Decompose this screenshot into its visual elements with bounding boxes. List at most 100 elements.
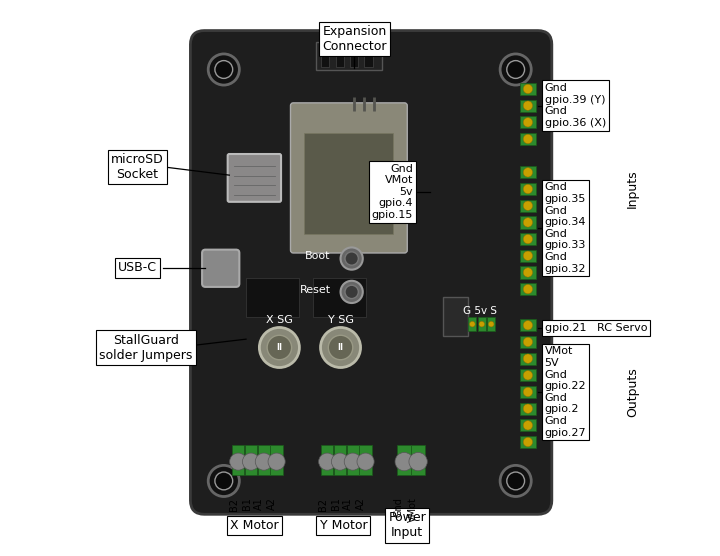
Bar bbox=[444, 297, 469, 336]
Circle shape bbox=[523, 168, 533, 177]
Circle shape bbox=[328, 335, 353, 360]
Circle shape bbox=[409, 453, 427, 471]
Bar bbox=[520, 216, 536, 229]
Bar bbox=[520, 100, 536, 112]
Bar bbox=[315, 42, 382, 70]
Text: StallGuard
solder Jumpers: StallGuard solder Jumpers bbox=[99, 334, 193, 361]
Text: B1: B1 bbox=[242, 498, 251, 510]
Circle shape bbox=[523, 101, 533, 110]
Bar bbox=[397, 445, 411, 475]
Text: microSD
Socket: microSD Socket bbox=[111, 153, 164, 181]
Bar bbox=[346, 445, 359, 475]
Text: X SG: X SG bbox=[266, 315, 293, 325]
Circle shape bbox=[523, 218, 533, 227]
Bar bbox=[520, 183, 536, 195]
Circle shape bbox=[523, 118, 533, 127]
Circle shape bbox=[208, 54, 239, 85]
Bar bbox=[520, 200, 536, 212]
Circle shape bbox=[469, 321, 475, 327]
Text: A2: A2 bbox=[356, 498, 366, 510]
Bar bbox=[232, 445, 244, 475]
Circle shape bbox=[259, 327, 300, 368]
Circle shape bbox=[395, 453, 413, 471]
Text: Outputs: Outputs bbox=[626, 367, 639, 417]
Text: A1: A1 bbox=[254, 498, 264, 510]
Text: X Motor: X Motor bbox=[230, 519, 279, 532]
Circle shape bbox=[208, 465, 239, 497]
Circle shape bbox=[523, 201, 533, 210]
Bar bbox=[520, 319, 536, 331]
FancyBboxPatch shape bbox=[290, 103, 408, 253]
Circle shape bbox=[500, 465, 531, 497]
Bar bbox=[321, 445, 333, 475]
Bar bbox=[350, 44, 359, 67]
Circle shape bbox=[523, 85, 533, 93]
Text: B1: B1 bbox=[330, 498, 341, 510]
Bar bbox=[487, 317, 495, 331]
Text: B2: B2 bbox=[229, 498, 239, 510]
Circle shape bbox=[523, 354, 533, 363]
Circle shape bbox=[523, 251, 533, 260]
Text: Expansion
Connector: Expansion Connector bbox=[322, 25, 387, 53]
Text: VMot
5V
Gnd
gpio.22
Gnd
gpio.2
Gnd
gpio.27: VMot 5V Gnd gpio.22 Gnd gpio.2 Gnd gpio.… bbox=[544, 346, 586, 438]
Bar bbox=[271, 445, 283, 475]
Circle shape bbox=[507, 472, 525, 490]
Circle shape bbox=[488, 321, 494, 327]
Circle shape bbox=[331, 453, 348, 470]
Bar bbox=[520, 266, 536, 279]
Circle shape bbox=[523, 268, 533, 277]
Circle shape bbox=[479, 321, 485, 327]
Text: Inputs: Inputs bbox=[626, 170, 639, 208]
Text: Gnd
VMot
5v
gpio.4
gpio.15: Gnd VMot 5v gpio.4 gpio.15 bbox=[372, 163, 413, 220]
Circle shape bbox=[345, 285, 359, 299]
Text: G 5v S: G 5v S bbox=[462, 306, 497, 316]
Bar bbox=[520, 283, 536, 295]
Circle shape bbox=[523, 337, 533, 346]
Text: B2: B2 bbox=[318, 498, 328, 510]
Circle shape bbox=[523, 388, 533, 396]
Circle shape bbox=[523, 285, 533, 294]
Bar bbox=[520, 369, 536, 381]
Bar bbox=[520, 403, 536, 415]
Circle shape bbox=[320, 327, 361, 368]
Text: II: II bbox=[276, 343, 282, 352]
Text: Y Motor: Y Motor bbox=[320, 519, 367, 532]
Bar bbox=[520, 166, 536, 178]
Text: VMot: VMot bbox=[408, 498, 418, 523]
Circle shape bbox=[523, 404, 533, 413]
Bar bbox=[305, 133, 393, 234]
Circle shape bbox=[523, 371, 533, 380]
Bar bbox=[520, 233, 536, 245]
Bar bbox=[520, 353, 536, 365]
Circle shape bbox=[523, 135, 533, 143]
Bar bbox=[520, 419, 536, 431]
Bar bbox=[520, 386, 536, 398]
Bar bbox=[520, 336, 536, 348]
Text: II: II bbox=[338, 343, 343, 352]
Circle shape bbox=[344, 453, 361, 470]
Text: USB-C: USB-C bbox=[118, 261, 157, 275]
Bar bbox=[469, 317, 476, 331]
Text: Power
Input: Power Input bbox=[388, 512, 426, 539]
Bar bbox=[478, 317, 486, 331]
FancyBboxPatch shape bbox=[228, 154, 281, 202]
Bar bbox=[520, 250, 536, 262]
Bar bbox=[336, 44, 344, 67]
Circle shape bbox=[523, 438, 533, 446]
Circle shape bbox=[230, 453, 247, 470]
Text: Gnd
gpio.35
Gnd
gpio.34
Gnd
gpio.33
Gnd
gpio.32: Gnd gpio.35 Gnd gpio.34 Gnd gpio.33 Gnd … bbox=[544, 182, 586, 274]
FancyBboxPatch shape bbox=[202, 250, 239, 287]
Bar bbox=[520, 436, 536, 448]
Bar bbox=[312, 278, 366, 317]
Text: A2: A2 bbox=[267, 498, 277, 510]
Circle shape bbox=[523, 235, 533, 244]
Circle shape bbox=[215, 61, 233, 78]
Bar bbox=[258, 445, 270, 475]
Circle shape bbox=[319, 453, 336, 470]
Text: gpio.21   RC Servo: gpio.21 RC Servo bbox=[544, 323, 647, 333]
Circle shape bbox=[215, 472, 233, 490]
Bar bbox=[321, 44, 330, 67]
Text: Gnd
gpio.39 (Y)
Gnd
gpio.36 (X): Gnd gpio.39 (Y) Gnd gpio.36 (X) bbox=[544, 83, 606, 128]
Circle shape bbox=[357, 453, 374, 470]
Bar bbox=[359, 445, 372, 475]
